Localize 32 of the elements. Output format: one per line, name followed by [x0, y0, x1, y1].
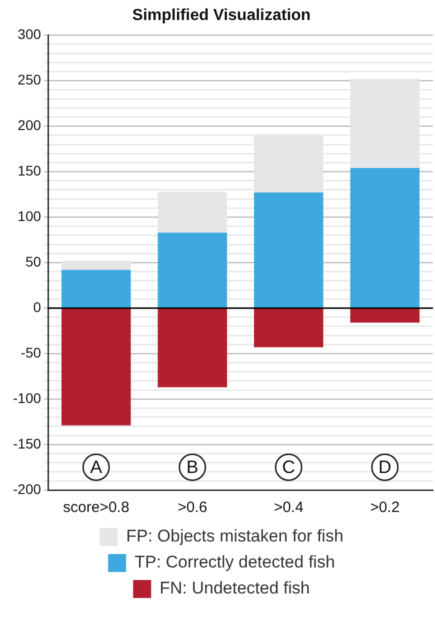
bar [158, 232, 228, 308]
annotation: C [282, 457, 296, 478]
bar [61, 270, 131, 308]
legend-label: FN: Undetected fish [160, 578, 310, 598]
y-tick-label: 100 [18, 208, 42, 224]
y-tick-label: -200 [12, 480, 42, 497]
y-tick-label: -50 [20, 344, 42, 360]
bar [350, 308, 420, 323]
annotation: A [90, 457, 102, 478]
x-tick-label: >0.6 [178, 499, 208, 516]
y-tick-label: 0 [33, 298, 42, 315]
x-tick-label: score>0.8 [62, 499, 130, 516]
y-tick-label: 200 [18, 117, 42, 134]
chart-title: Simplified Visualization [132, 7, 311, 24]
bar [254, 308, 324, 348]
y-tick-label: 300 [18, 26, 42, 42]
y-tick-label: 250 [18, 72, 42, 88]
bar [158, 308, 228, 388]
x-tick-label: >0.4 [274, 499, 304, 516]
y-tick-label: -100 [12, 390, 42, 406]
y-tick-label: 150 [18, 162, 42, 178]
x-tick-label: >0.2 [370, 499, 400, 516]
annotation: B [186, 457, 198, 478]
y-tick-label: 50 [25, 253, 42, 270]
annotation: D [378, 457, 392, 478]
bar [254, 192, 324, 308]
bar [61, 260, 131, 270]
bar [350, 168, 420, 308]
legend-label: FP: Objects mistaken for fish [126, 526, 344, 546]
y-tick-label: -150 [12, 435, 42, 452]
bar [61, 308, 131, 426]
legend-label: TP: Correctly detected fish [134, 552, 335, 572]
